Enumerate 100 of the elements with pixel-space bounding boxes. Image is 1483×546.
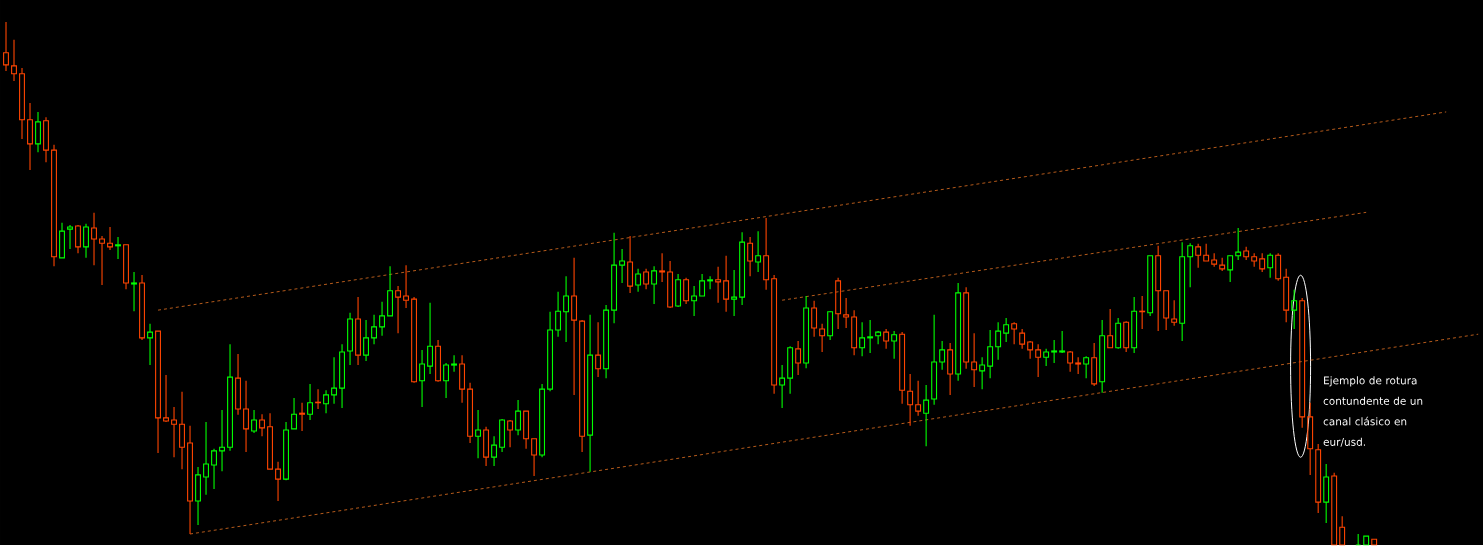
candlestick xyxy=(1083,355,1090,379)
candlestick xyxy=(843,297,850,329)
candlestick xyxy=(307,383,313,421)
candlestick xyxy=(899,331,906,405)
candlestick xyxy=(683,277,690,305)
candlestick xyxy=(211,448,217,490)
candlestick xyxy=(371,314,378,345)
candlestick xyxy=(1171,299,1178,327)
candlestick xyxy=(195,466,201,526)
candlestick xyxy=(99,235,105,286)
candlestick xyxy=(363,319,369,362)
candlestick xyxy=(1003,317,1010,343)
candlestick xyxy=(939,340,946,371)
candlestick xyxy=(131,271,137,312)
candlestick xyxy=(1283,268,1290,323)
candlestick xyxy=(379,301,386,337)
candlestick xyxy=(699,273,706,297)
candlestick xyxy=(1235,227,1242,261)
candlestick xyxy=(1179,241,1186,342)
candlestick xyxy=(1131,296,1138,354)
candlestick xyxy=(251,409,257,434)
candlestick xyxy=(931,314,938,406)
candlestick xyxy=(819,323,826,353)
candlestick xyxy=(115,236,121,260)
candlestick xyxy=(51,144,57,267)
candlestick xyxy=(803,295,810,369)
candlestick xyxy=(355,296,361,366)
candlestick xyxy=(427,302,434,375)
candlestick xyxy=(651,265,658,305)
candlestick xyxy=(595,321,602,378)
candlestick xyxy=(539,383,546,458)
candlestick xyxy=(531,438,538,477)
candlestick xyxy=(411,296,418,383)
candlestick xyxy=(555,291,562,338)
candlestick xyxy=(1067,351,1074,373)
candlestick xyxy=(403,264,410,309)
candlestick xyxy=(1035,343,1042,378)
candlestick xyxy=(1075,356,1082,375)
candlestick xyxy=(291,397,297,430)
candlestick xyxy=(171,406,177,458)
candlestick xyxy=(339,343,345,409)
candlestick xyxy=(227,343,233,452)
candlestick xyxy=(571,257,578,396)
candlestick xyxy=(995,321,1002,361)
candlestick xyxy=(347,312,353,366)
candlestick xyxy=(483,426,490,467)
candlestick xyxy=(1043,348,1050,367)
candlestick xyxy=(867,319,874,354)
candlestick xyxy=(523,410,530,450)
candlestick xyxy=(259,413,265,437)
candlestick xyxy=(147,323,153,366)
candlestick xyxy=(963,286,970,370)
candlestick xyxy=(883,328,890,350)
candlestick xyxy=(955,282,962,382)
candlestick xyxy=(387,265,394,317)
candlestick xyxy=(1019,328,1026,350)
candlestick xyxy=(691,285,698,317)
candlestick xyxy=(419,349,426,408)
candlestick xyxy=(507,420,514,448)
candlestick xyxy=(771,274,778,395)
candlestick xyxy=(587,314,594,473)
candlestick xyxy=(203,421,209,496)
candlestick xyxy=(187,425,193,535)
candlestick xyxy=(795,340,802,376)
candlestick xyxy=(1291,289,1298,330)
candlestick xyxy=(1323,463,1330,524)
candlestick xyxy=(675,273,682,307)
candlestick xyxy=(1059,330,1066,353)
candlestick xyxy=(811,300,818,338)
candlestick xyxy=(603,304,610,379)
candlestick xyxy=(787,345,794,395)
candlestick xyxy=(891,330,898,360)
candlestick xyxy=(851,309,858,356)
candlestick xyxy=(859,321,866,357)
candlestick xyxy=(563,275,570,343)
candlestick xyxy=(443,362,450,399)
candlestick xyxy=(835,277,842,330)
candlestick xyxy=(299,402,305,432)
candlestick xyxy=(1051,339,1058,364)
candlestick xyxy=(739,231,746,306)
candlestick xyxy=(987,329,994,379)
candlestick xyxy=(875,331,882,345)
candlestick xyxy=(155,330,161,454)
candlestick xyxy=(1187,242,1194,288)
candlestick xyxy=(979,356,986,390)
candlestick xyxy=(971,332,978,388)
candlestick xyxy=(659,252,666,283)
candlestick xyxy=(75,225,81,254)
candlestick xyxy=(611,232,618,324)
candlestick xyxy=(667,260,674,308)
candlestick xyxy=(627,235,634,294)
candlestick xyxy=(323,389,329,414)
candlestick xyxy=(763,217,770,291)
candlestick xyxy=(459,354,466,404)
candlestick xyxy=(275,461,281,502)
candlestick xyxy=(395,285,402,334)
candlestick xyxy=(499,419,506,453)
candlestick xyxy=(467,382,474,444)
candlestick xyxy=(715,266,722,304)
candlestick xyxy=(1027,341,1034,360)
